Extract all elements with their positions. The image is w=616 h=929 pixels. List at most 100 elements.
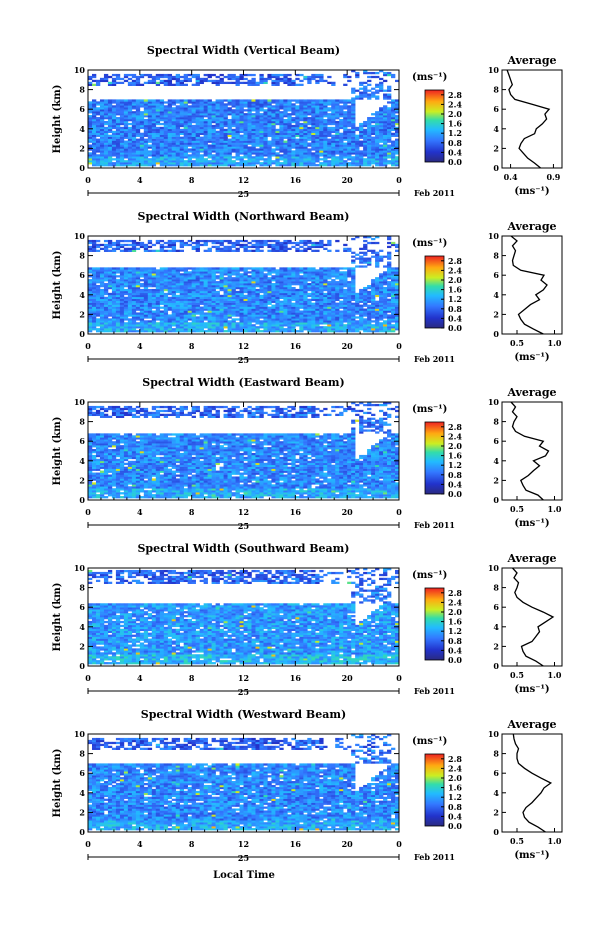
heatmap-cell bbox=[363, 120, 368, 124]
heatmap-cell bbox=[299, 105, 304, 108]
heatmap-cell bbox=[327, 132, 332, 135]
heatmap-cell bbox=[295, 304, 300, 307]
heatmap-cell bbox=[195, 140, 200, 143]
heatmap-cell bbox=[271, 298, 276, 301]
heatmap-cell bbox=[131, 152, 137, 155]
heatmap-cell bbox=[275, 79, 280, 83]
heatmap-cell bbox=[107, 105, 113, 108]
heatmap-cell bbox=[95, 318, 101, 321]
heatmap-cell bbox=[283, 281, 288, 284]
heatmap-cell bbox=[187, 158, 192, 161]
heatmap-cell bbox=[343, 144, 348, 147]
y-tick-label: 0 bbox=[79, 163, 85, 173]
heatmap-cell bbox=[88, 326, 93, 329]
heatmap-cell bbox=[379, 326, 384, 329]
heatmap-cell bbox=[391, 310, 396, 313]
heatmap-cell bbox=[179, 79, 184, 83]
heatmap-cell bbox=[311, 328, 316, 331]
heatmap-cell bbox=[331, 316, 336, 319]
heatmap-cell bbox=[315, 120, 320, 124]
heatmap-cell bbox=[111, 164, 117, 167]
heatmap-cell bbox=[103, 136, 109, 139]
heatmap-cell bbox=[175, 119, 181, 122]
heatmap-cell bbox=[299, 130, 304, 134]
heatmap-cell bbox=[195, 128, 200, 132]
heatmap-cell bbox=[187, 105, 192, 108]
heatmap-cell bbox=[175, 130, 181, 134]
heatmap-cell bbox=[139, 304, 145, 307]
heatmap-cell bbox=[183, 156, 188, 159]
heatmap-cell bbox=[123, 148, 129, 151]
heatmap-cell bbox=[247, 286, 252, 290]
heatmap-cell bbox=[183, 298, 188, 301]
heatmap-cell bbox=[347, 158, 352, 161]
heatmap-cell bbox=[155, 279, 161, 282]
heatmap-cell bbox=[123, 285, 129, 288]
heatmap-cell bbox=[307, 119, 312, 122]
heatmap-cell bbox=[299, 298, 304, 301]
heatmap-cell bbox=[231, 160, 236, 163]
heatmap-cell bbox=[203, 79, 208, 83]
heatmap-cell bbox=[355, 320, 360, 323]
heatmap-cell bbox=[223, 142, 228, 145]
heatmap-cell bbox=[123, 103, 129, 106]
heatmap-cell bbox=[283, 286, 288, 290]
heatmap-cell bbox=[335, 290, 340, 294]
heatmap-cell bbox=[91, 164, 97, 167]
heatmap-cell bbox=[239, 113, 244, 116]
heatmap-cell bbox=[371, 304, 376, 307]
heatmap-cell bbox=[315, 117, 320, 120]
heatmap-cell bbox=[183, 306, 188, 309]
heatmap-cell bbox=[263, 328, 268, 331]
heatmap-cell bbox=[131, 75, 137, 79]
heatmap-cell bbox=[259, 294, 264, 298]
x-tick-label: 8 bbox=[189, 175, 195, 185]
heatmap-cell bbox=[395, 115, 400, 118]
heatmap-cell bbox=[211, 103, 216, 106]
heatmap-cell bbox=[111, 281, 117, 284]
heatmap-cell bbox=[339, 288, 344, 292]
heatmap-cell bbox=[135, 164, 141, 167]
heatmap-cell bbox=[283, 75, 288, 79]
heatmap-cell bbox=[295, 119, 300, 122]
heatmap-cell bbox=[183, 73, 188, 77]
heatmap-cell bbox=[263, 279, 268, 282]
heatmap-cell bbox=[223, 115, 228, 118]
heatmap-cell bbox=[355, 73, 360, 77]
heatmap-cell bbox=[199, 286, 204, 290]
heatmap-cell bbox=[163, 111, 169, 114]
heatmap-cell bbox=[88, 324, 93, 327]
heatmap-cell bbox=[88, 119, 93, 122]
heatmap-cell bbox=[167, 314, 173, 317]
heatmap-cell bbox=[387, 286, 392, 290]
heatmap-cell bbox=[187, 77, 192, 81]
heatmap-cell bbox=[195, 144, 200, 147]
heatmap-cell bbox=[243, 154, 248, 157]
heatmap-cell bbox=[207, 320, 212, 323]
heatmap-cell bbox=[391, 156, 396, 159]
heatmap-cell bbox=[119, 314, 125, 317]
heatmap-cell bbox=[119, 142, 125, 145]
heatmap-cell bbox=[151, 109, 157, 112]
heatmap-cell bbox=[127, 152, 133, 155]
heatmap-cell bbox=[107, 130, 113, 134]
heatmap-cell bbox=[263, 308, 268, 311]
heatmap-cell bbox=[299, 101, 304, 104]
heatmap-cell bbox=[315, 115, 320, 118]
heatmap-cell bbox=[211, 285, 216, 288]
heatmap-cell bbox=[215, 115, 220, 118]
heatmap-cell bbox=[143, 310, 149, 313]
heatmap-cell bbox=[295, 160, 300, 163]
heatmap-cell bbox=[283, 134, 288, 137]
heatmap-cell bbox=[107, 140, 113, 143]
heatmap-cell bbox=[215, 148, 220, 151]
heatmap-cell bbox=[315, 326, 320, 329]
heatmap-cell bbox=[251, 290, 256, 294]
heatmap-cell bbox=[363, 290, 368, 294]
heatmap-cell bbox=[151, 117, 157, 120]
heatmap-cell bbox=[259, 283, 264, 286]
heatmap-cell bbox=[191, 285, 196, 288]
heatmap-cell bbox=[187, 107, 192, 110]
heatmap-cell bbox=[159, 279, 165, 282]
heatmap-cell bbox=[343, 324, 348, 327]
